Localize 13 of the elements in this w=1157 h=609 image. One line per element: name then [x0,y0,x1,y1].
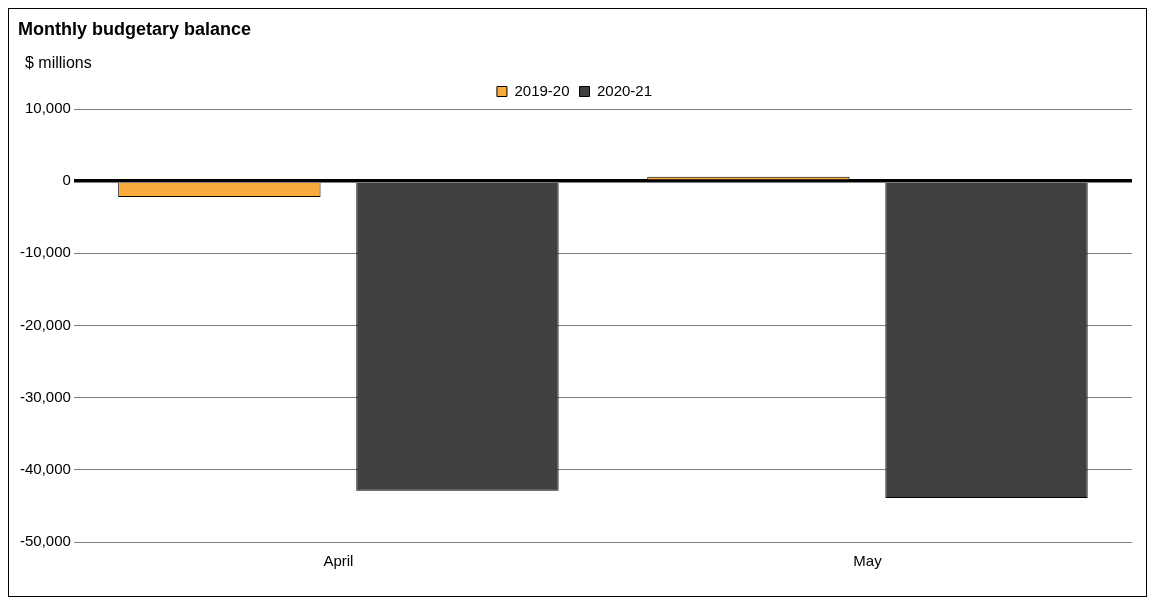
y-tick-label: -10,000 [20,243,71,261]
x-tick-label: May [853,552,883,570]
chart-title: Monthly budgetary balance [17,18,253,40]
legend-label: 2019-20 [514,81,570,99]
y-tick-label: -30,000 [20,387,71,405]
y-tick-label: 0 [62,171,71,189]
y-tick-label: -50,000 [20,532,71,550]
y-tick-label: 10,000 [24,99,71,117]
y-axis-title: $ millions [24,53,93,72]
y-tick-label: -40,000 [20,459,71,477]
legend-label: 2020-21 [597,81,653,99]
x-tick-label: April [323,552,354,570]
y-tick-label: -20,000 [20,315,71,333]
